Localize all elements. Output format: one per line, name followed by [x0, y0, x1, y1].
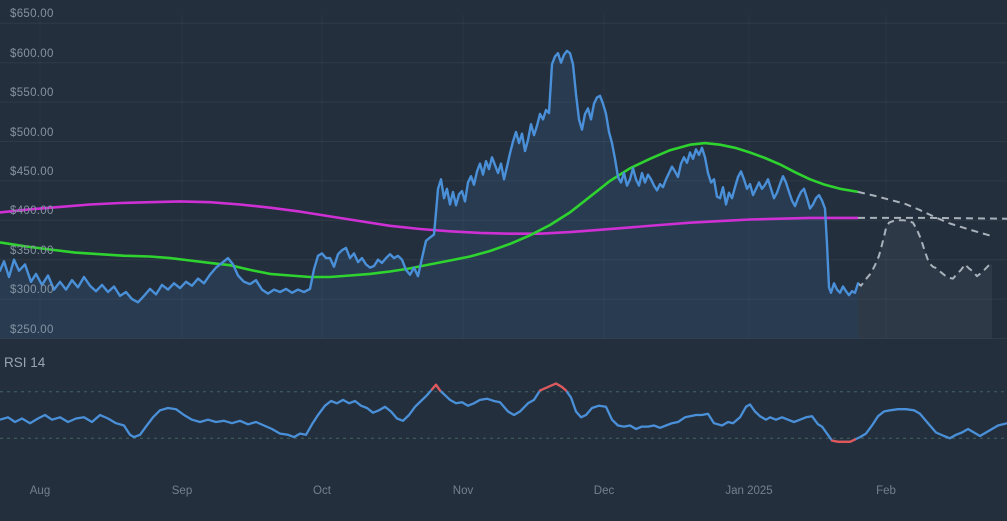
rsi-indicator-label: RSI 14	[4, 355, 46, 370]
green-ma-line	[0, 141, 859, 279]
rsi-overbought-segment	[430, 383, 442, 392]
rsi-overbought-segment	[538, 382, 568, 392]
rsi-oversold-segment	[830, 438, 857, 443]
forecast-area-fill	[858, 220, 992, 339]
price-line	[0, 49, 860, 304]
magenta-ma-forecast-dashed-line	[858, 216, 1007, 220]
price-area-fill	[0, 50, 858, 339]
rsi-line	[0, 382, 1007, 443]
price-forecast-dashed-line	[857, 219, 993, 287]
green-ma-forecast-dashed-line	[857, 190, 993, 238]
